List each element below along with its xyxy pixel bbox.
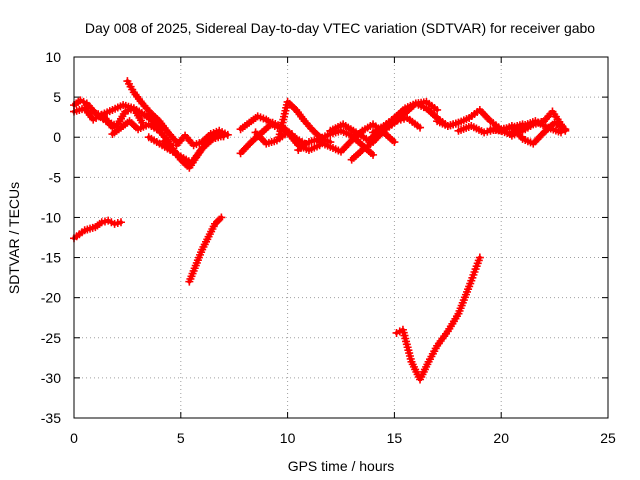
data-point [369, 150, 378, 159]
series-arc-23 [507, 107, 570, 140]
plot-frame [73, 56, 609, 419]
y-tick-label: -15 [41, 250, 61, 266]
tick-labels: 0 5 10 15 20 25 -35 -30 -25 -20 -15 -10 -5 0 5 10 [41, 49, 616, 446]
y-tick-label: -5 [49, 169, 62, 185]
x-tick-label: 0 [70, 430, 78, 446]
data-point [416, 123, 425, 132]
x-tick-label: 5 [177, 430, 185, 446]
y-tick-label: 10 [45, 49, 61, 65]
series-arc-10 [185, 213, 226, 286]
y-tick-label: -30 [41, 370, 61, 386]
y-tick-label: -35 [41, 410, 61, 426]
series-arc-5 [123, 77, 181, 147]
y-tick-label: -25 [41, 330, 61, 346]
y-tick-label: -10 [41, 209, 61, 225]
x-tick-label: 20 [493, 430, 509, 446]
data-point [433, 105, 442, 114]
series-arc-24 [392, 253, 484, 384]
data-points [70, 77, 570, 384]
y-tick-label: 0 [53, 129, 61, 145]
series-arc-9 [70, 216, 125, 243]
x-tick-label: 10 [280, 430, 296, 446]
chart-title: Day 008 of 2025, Sidereal Day-to-day VTE… [85, 20, 595, 36]
y-tick-label: 5 [53, 89, 61, 105]
data-point [116, 218, 125, 227]
x-tick-label: 15 [387, 430, 403, 446]
data-point [475, 253, 484, 262]
y-axis-label: SDTVAR / TECUs [6, 182, 22, 294]
series-arc-8 [172, 126, 232, 150]
data-point [217, 213, 226, 222]
data-point [390, 138, 399, 147]
data-point [223, 130, 232, 139]
data-point [561, 126, 570, 135]
x-tick-label: 25 [600, 430, 616, 446]
y-tick-label: -20 [41, 290, 61, 306]
series-arc-18 [347, 97, 442, 164]
x-axis-label: GPS time / hours [288, 458, 395, 474]
